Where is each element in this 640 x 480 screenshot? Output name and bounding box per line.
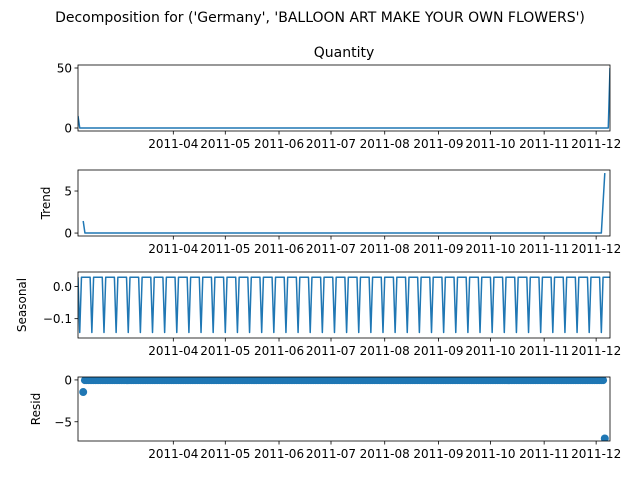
quantity-xtick-label: 2011-11 — [519, 137, 569, 151]
seasonal-plot-area — [78, 276, 610, 334]
resid-xtick-label: 2011-07 — [306, 447, 356, 461]
seasonal-xtick-label: 2011-12 — [571, 344, 621, 358]
trend-xtick-label: 2011-12 — [571, 242, 621, 256]
resid-ytick-label: −5 — [54, 415, 72, 429]
seasonal-xtick-label: 2011-06 — [254, 344, 304, 358]
trend-xtick-label: 2011-06 — [254, 242, 304, 256]
quantity-xtick-label: 2011-08 — [360, 137, 410, 151]
resid-xtick-label: 2011-06 — [254, 447, 304, 461]
seasonal-xtick-label: 2011-05 — [200, 344, 250, 358]
seasonal-xtick-label: 2011-09 — [413, 344, 463, 358]
trend-panel: Trend 0 5 2011-04 2011-05 2011-06 2011-07 2011-… — [39, 169, 621, 256]
figure-title: Decomposition for ('Germany', 'BALLOON A… — [55, 10, 585, 26]
quantity-xtick-label: 2011-07 — [306, 137, 356, 151]
quantity-xtick-label: 2011-09 — [413, 137, 463, 151]
quantity-xtick-label: 2011-12 — [571, 137, 621, 151]
seasonal-xtick-label: 2011-08 — [360, 344, 410, 358]
quantity-ytick-label: 50 — [57, 62, 72, 76]
trend-plot-area — [82, 172, 606, 234]
trend-xtick-label: 2011-08 — [360, 242, 410, 256]
seasonal-series-line — [78, 276, 610, 334]
resid-xtick-label: 2011-10 — [465, 447, 515, 461]
resid-xtick-label: 2011-05 — [200, 447, 250, 461]
trend-ytick-label: 5 — [64, 185, 72, 199]
resid-xtick-label: 2011-08 — [360, 447, 410, 461]
quantity-axes-frame — [77, 64, 611, 132]
trend-xtick-label: 2011-04 — [148, 242, 198, 256]
seasonal-ytick-label: −0.1 — [43, 312, 72, 326]
trend-ylabel: Trend — [39, 187, 53, 221]
resid-axes-frame — [77, 376, 611, 442]
quantity-xtick-label: 2011-10 — [465, 137, 515, 151]
resid-point — [600, 434, 609, 441]
quantity-panel: Quantity 0 50 2011-04 2011-05 2011-06 2011-07 2… — [57, 45, 621, 151]
quantity-plot-area — [78, 67, 610, 129]
quantity-series-line — [78, 67, 610, 129]
trend-series-line — [82, 172, 606, 234]
resid-point — [79, 388, 88, 397]
resid-ylabel: Resid — [29, 393, 43, 425]
resid-xtick-label: 2011-11 — [519, 447, 569, 461]
seasonal-axes-frame — [77, 271, 611, 339]
resid-panel: Resid 0 −5 2011-04 2011-05 2011-06 2011-07 2011… — [29, 373, 621, 461]
trend-xtick-label: 2011-09 — [413, 242, 463, 256]
quantity-xtick-label: 2011-04 — [148, 137, 198, 151]
seasonal-xtick-label: 2011-04 — [148, 344, 198, 358]
seasonal-ytick-label: 0.0 — [53, 280, 72, 294]
trend-xtick-label: 2011-10 — [465, 242, 515, 256]
seasonal-xtick-label: 2011-10 — [465, 344, 515, 358]
resid-xtick-label: 2011-09 — [413, 447, 463, 461]
resid-point — [599, 377, 608, 385]
seasonal-ylabel: Seasonal — [15, 278, 29, 332]
trend-axes-frame — [77, 169, 611, 237]
trend-ytick-label: 0 — [64, 227, 72, 241]
seasonal-xtick-label: 2011-07 — [306, 344, 356, 358]
resid-plot-area — [79, 377, 609, 441]
quantity-xtick-label: 2011-06 — [254, 137, 304, 151]
resid-xtick-label: 2011-04 — [148, 447, 198, 461]
quantity-ytick-label: 0 — [64, 122, 72, 136]
resid-ytick-label: 0 — [64, 373, 72, 387]
quantity-xtick-label: 2011-05 — [200, 137, 250, 151]
resid-xtick-label: 2011-12 — [571, 447, 621, 461]
trend-xtick-label: 2011-11 — [519, 242, 569, 256]
trend-xtick-label: 2011-05 — [200, 242, 250, 256]
quantity-title: Quantity — [314, 45, 375, 61]
trend-xtick-label: 2011-07 — [306, 242, 356, 256]
seasonal-xtick-label: 2011-11 — [519, 344, 569, 358]
